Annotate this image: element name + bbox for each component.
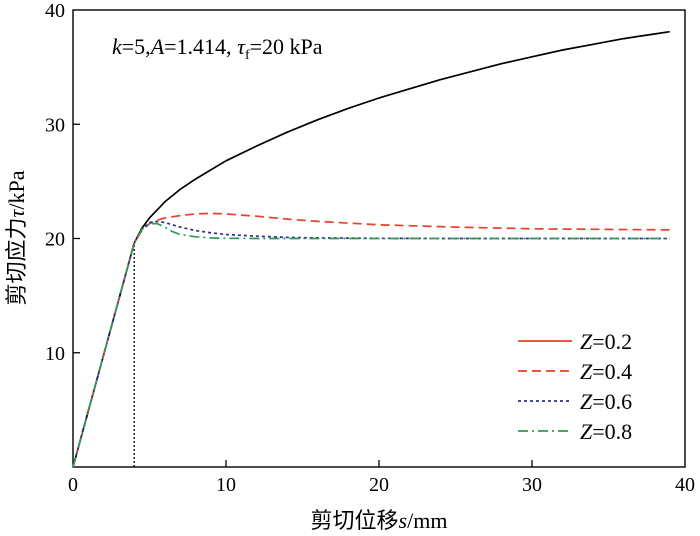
x-tick-label: 0 bbox=[68, 474, 78, 496]
legend-label: Z=0.4 bbox=[580, 359, 632, 384]
y-tick-label: 30 bbox=[45, 114, 65, 136]
annotation-a-value: =1.414, bbox=[164, 34, 237, 59]
annotation-k: k bbox=[112, 34, 123, 59]
y-tick-label: 20 bbox=[45, 229, 65, 251]
annotation-k-value: =5, bbox=[122, 34, 151, 59]
y-axis-label-unit: /kPa bbox=[4, 170, 29, 209]
annotation-tau-sub: f bbox=[245, 48, 250, 63]
legend-label: Z=0.6 bbox=[580, 389, 632, 414]
x-tick-label: 40 bbox=[675, 474, 695, 496]
x-axis-label: 剪切位移s/mm bbox=[311, 508, 448, 533]
annotation-tau-value: =20 kPa bbox=[250, 34, 323, 59]
y-axis-label-text: 剪切应力 bbox=[4, 217, 29, 305]
x-tick-label: 30 bbox=[522, 474, 542, 496]
y-tick-label: 10 bbox=[45, 343, 65, 365]
series-lines bbox=[72, 30, 670, 468]
axis-ticks bbox=[73, 123, 533, 467]
x-tick-label: 10 bbox=[216, 474, 236, 496]
x-tick-label: 20 bbox=[369, 474, 389, 496]
annotation-tau: τ bbox=[237, 34, 246, 59]
legend-label: Z=0.8 bbox=[580, 419, 632, 444]
x-axis-label-unit: /mm bbox=[407, 508, 447, 533]
tick-labels: 0 10 20 30 40 10 20 30 40 bbox=[45, 0, 695, 496]
y-axis-label-var: τ bbox=[4, 208, 29, 217]
series-line bbox=[72, 30, 670, 468]
series-line bbox=[72, 222, 670, 468]
legend-label: Z=0.2 bbox=[580, 329, 632, 354]
annotation-a: A bbox=[149, 34, 165, 59]
x-axis-label-text: 剪切位移 bbox=[311, 508, 399, 533]
y-tick-label: 40 bbox=[45, 0, 65, 22]
legend: Z=0.2 Z=0.4 Z=0.6 Z=0.8 bbox=[518, 329, 632, 444]
x-axis-label-var: s bbox=[399, 508, 408, 533]
parameter-annotation: k=5,A=1.414, τf=20 kPa bbox=[112, 34, 323, 63]
y-axis-label: 剪切应力τ/kPa bbox=[4, 170, 29, 305]
